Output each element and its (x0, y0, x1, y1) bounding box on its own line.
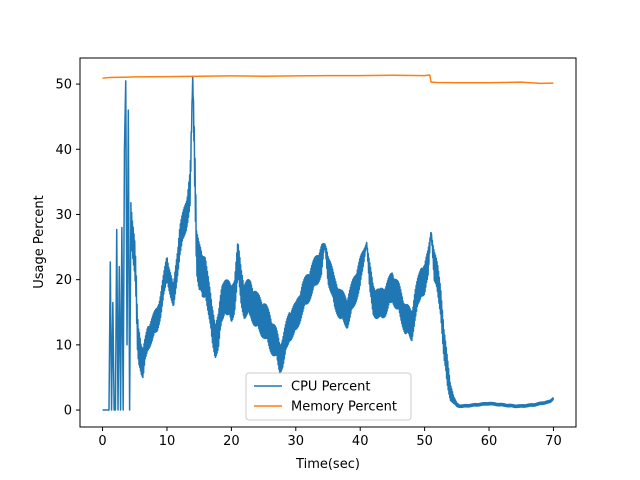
y-tick-label: 50 (55, 78, 72, 93)
y-axis-label: Usage Percent (32, 195, 47, 289)
y-tick-label: 10 (55, 338, 72, 353)
legend-box (245, 372, 412, 421)
legend-label: CPU Percent (291, 380, 370, 395)
legend: CPU Percent Memory Percent (245, 372, 412, 421)
series-layer (102, 74, 555, 411)
x-axis-ticks: 0 10 20 30 40 50 60 70 (98, 427, 562, 449)
x-tick-label: 60 (481, 434, 498, 449)
legend-label: Memory Percent (291, 400, 397, 415)
plot-frame (79, 57, 577, 428)
series-line-0 (102, 75, 555, 411)
y-tick-label: 30 (55, 208, 72, 223)
plot-area-background (80, 58, 576, 427)
x-tick-label: 70 (545, 434, 562, 449)
x-axis-label: Time(sec) (295, 457, 360, 472)
x-tick-label: 20 (223, 434, 240, 449)
x-tick-label: 10 (159, 434, 176, 449)
x-tick-label: 40 (352, 434, 369, 449)
x-tick-label: 0 (98, 434, 106, 449)
x-tick-label: 30 (288, 434, 305, 449)
series-line-1 (102, 74, 554, 85)
y-axis-ticks: 0 10 20 30 40 50 (55, 78, 80, 419)
y-tick-label: 20 (55, 273, 72, 288)
y-tick-label: 40 (55, 143, 72, 158)
y-tick-label: 0 (64, 404, 72, 419)
x-tick-label: 50 (416, 434, 433, 449)
